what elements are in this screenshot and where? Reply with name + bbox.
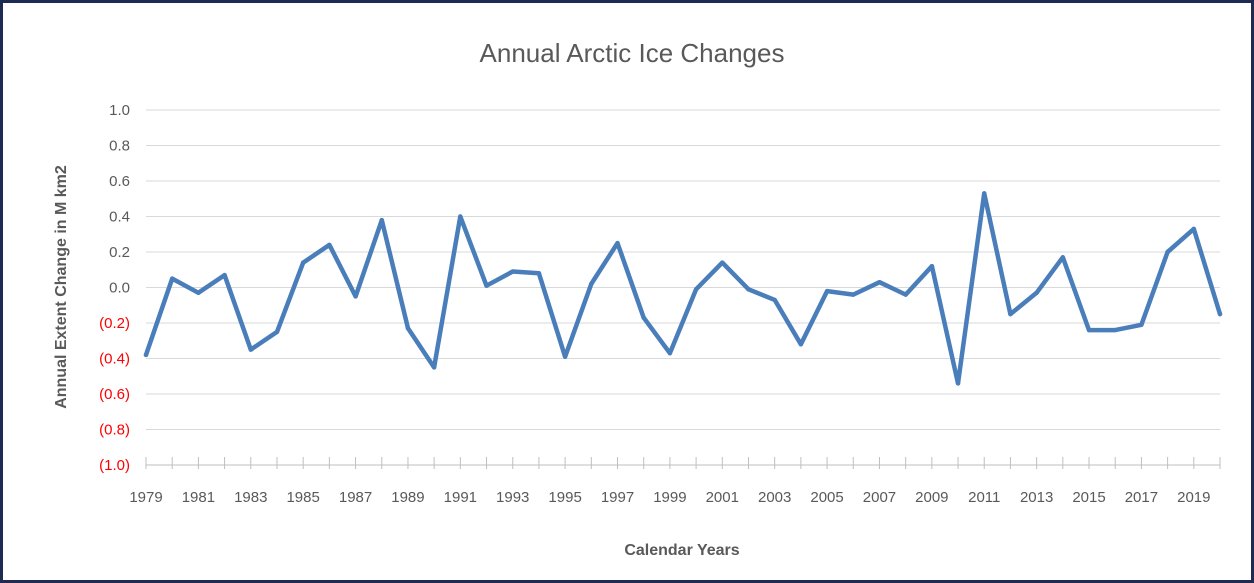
- data-point: [982, 191, 987, 196]
- y-axis-title: Annual Extent Change in M km2: [53, 165, 70, 409]
- x-tick-label: 2017: [1125, 489, 1158, 506]
- x-tick-label: 2009: [915, 489, 948, 506]
- x-tick-label: 1999: [653, 489, 686, 506]
- gridlines: [146, 109, 1220, 430]
- data-point: [589, 281, 594, 287]
- data-point: [641, 315, 646, 320]
- data-point: [379, 217, 384, 223]
- y-tick-label: (0.2): [99, 315, 130, 332]
- x-tick-label: 1983: [234, 489, 267, 506]
- data-point: [693, 287, 699, 292]
- x-tick-label: 2001: [706, 489, 739, 506]
- data-point: [458, 214, 463, 219]
- data-point: [196, 290, 201, 296]
- y-tick-label: 1.0: [109, 102, 130, 119]
- x-tick-label: 1993: [496, 489, 529, 506]
- data-point: [431, 365, 437, 370]
- data-point: [536, 271, 542, 276]
- x-tick-label: 1981: [182, 489, 215, 506]
- data-point: [798, 342, 804, 347]
- y-tick-label: 0.0: [109, 280, 130, 297]
- y-tick-labels: 1.0 0.8 0.6 0.4 0.2 0.0 (0.2) (0.4) (0.6) (0.8) (1…: [99, 102, 130, 474]
- data-point: [1060, 255, 1066, 260]
- data-point: [955, 381, 961, 386]
- data-point: [903, 292, 908, 297]
- data-point: [300, 260, 306, 265]
- x-tick-label: 1985: [286, 489, 319, 506]
- x-tick-label: 1979: [129, 489, 162, 506]
- data-point: [248, 347, 253, 352]
- x-tick-label: 1989: [391, 489, 424, 506]
- y-tick-label: 0.8: [109, 138, 130, 155]
- data-point: [353, 294, 358, 299]
- x-tick-label: 2003: [758, 489, 791, 506]
- data-point: [484, 283, 489, 288]
- y-tick-label: (0.4): [99, 351, 130, 368]
- x-axis: [145, 457, 1221, 469]
- data-point: [1008, 311, 1013, 317]
- data-point: [1217, 311, 1223, 317]
- y-tick-label: (1.0): [99, 457, 130, 474]
- data-point: [1034, 290, 1039, 296]
- data-point: [824, 288, 830, 294]
- y-tick-label: 0.4: [109, 209, 130, 226]
- y-tick-label: 0.2: [109, 244, 130, 261]
- data-point: [1165, 249, 1170, 255]
- x-tick-label: 2019: [1177, 489, 1210, 506]
- data-point: [274, 329, 280, 335]
- x-tick-label: 1995: [548, 489, 581, 506]
- data-point: [562, 354, 568, 359]
- x-tick-label: 1997: [601, 489, 634, 506]
- x-tick-label: 2013: [1020, 489, 1053, 506]
- data-point: [772, 297, 777, 303]
- data-point: [746, 287, 751, 292]
- y-tick-label: (0.8): [99, 422, 130, 439]
- data-point: [169, 276, 175, 281]
- data-point: [1086, 327, 1092, 333]
- x-tick-labels: 1979 1981 1983 1985 1987 1989 1991 1993 1995 1997…: [129, 489, 1210, 506]
- data-point: [1139, 322, 1144, 327]
- x-tick-label: 2011: [968, 489, 1000, 506]
- data-point: [667, 350, 673, 356]
- data-point: [405, 326, 411, 331]
- data-point: [615, 240, 620, 246]
- data-point: [510, 269, 515, 274]
- data-point: [929, 264, 935, 269]
- x-tick-label: 1991: [444, 489, 477, 506]
- x-tick-label: 1987: [339, 489, 372, 506]
- data-point: [1191, 226, 1197, 232]
- data-point: [222, 272, 227, 278]
- series-line: [143, 191, 1223, 386]
- y-tick-label: 0.6: [109, 173, 130, 190]
- x-tick-label: 2007: [863, 489, 896, 506]
- data-point: [877, 279, 882, 285]
- x-tick-label: 2015: [1072, 489, 1105, 506]
- series-layer: [143, 191, 1223, 386]
- data-point: [143, 352, 149, 358]
- x-axis-title: Calendar Years: [624, 542, 739, 559]
- chart-title: Annual Arctic Ice Changes: [480, 38, 785, 68]
- data-point: [720, 260, 725, 265]
- data-point: [851, 292, 856, 297]
- data-point: [327, 242, 332, 248]
- x-tick-label: 2005: [810, 489, 843, 506]
- data-point: [1113, 327, 1118, 333]
- y-tick-label: (0.6): [99, 386, 130, 403]
